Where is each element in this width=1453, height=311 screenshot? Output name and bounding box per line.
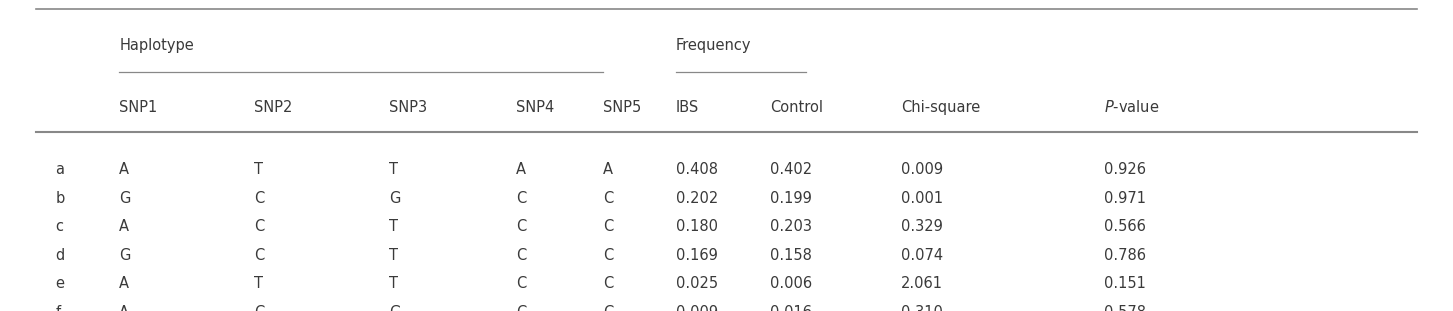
Text: C: C (603, 305, 613, 311)
Text: $\it{P}$-value: $\it{P}$-value (1104, 99, 1159, 115)
Text: G: G (119, 248, 131, 263)
Text: 0.203: 0.203 (770, 219, 812, 234)
Text: Control: Control (770, 100, 822, 115)
Text: Chi-square: Chi-square (901, 100, 981, 115)
Text: SNP5: SNP5 (603, 100, 641, 115)
Text: G: G (119, 191, 131, 206)
Text: 0.016: 0.016 (770, 305, 812, 311)
Text: f: f (55, 305, 61, 311)
Text: 0.202: 0.202 (676, 191, 718, 206)
Text: T: T (389, 248, 398, 263)
Text: 0.971: 0.971 (1104, 191, 1146, 206)
Text: 0.199: 0.199 (770, 191, 812, 206)
Text: SNP4: SNP4 (516, 100, 554, 115)
Text: C: C (254, 305, 264, 311)
Text: IBS: IBS (676, 100, 699, 115)
Text: T: T (254, 162, 263, 177)
Text: b: b (55, 191, 64, 206)
Text: C: C (254, 219, 264, 234)
Text: C: C (516, 276, 526, 291)
Text: A: A (119, 162, 129, 177)
Text: 0.566: 0.566 (1104, 219, 1146, 234)
Text: 0.009: 0.009 (676, 305, 718, 311)
Text: 0.578: 0.578 (1104, 305, 1146, 311)
Text: C: C (516, 191, 526, 206)
Text: c: c (55, 219, 64, 234)
Text: e: e (55, 276, 64, 291)
Text: 0.329: 0.329 (901, 219, 943, 234)
Text: 0.006: 0.006 (770, 276, 812, 291)
Text: 0.009: 0.009 (901, 162, 943, 177)
Text: 0.408: 0.408 (676, 162, 718, 177)
Text: A: A (119, 276, 129, 291)
Text: A: A (119, 219, 129, 234)
Text: G: G (389, 191, 401, 206)
Text: T: T (254, 276, 263, 291)
Text: SNP1: SNP1 (119, 100, 157, 115)
Text: T: T (389, 162, 398, 177)
Text: A: A (119, 305, 129, 311)
Text: A: A (516, 162, 526, 177)
Text: 2.061: 2.061 (901, 276, 943, 291)
Text: C: C (254, 191, 264, 206)
Text: d: d (55, 248, 64, 263)
Text: 0.001: 0.001 (901, 191, 943, 206)
Text: C: C (603, 248, 613, 263)
Text: a: a (55, 162, 64, 177)
Text: 0.151: 0.151 (1104, 276, 1146, 291)
Text: C: C (516, 305, 526, 311)
Text: C: C (603, 219, 613, 234)
Text: 0.310: 0.310 (901, 305, 943, 311)
Text: SNP2: SNP2 (254, 100, 292, 115)
Text: 0.926: 0.926 (1104, 162, 1146, 177)
Text: C: C (603, 191, 613, 206)
Text: Haplotype: Haplotype (119, 38, 193, 53)
Text: 0.180: 0.180 (676, 219, 718, 234)
Text: C: C (516, 219, 526, 234)
Text: 0.169: 0.169 (676, 248, 718, 263)
Text: T: T (389, 219, 398, 234)
Text: 0.025: 0.025 (676, 276, 718, 291)
Text: Frequency: Frequency (676, 38, 751, 53)
Text: 0.402: 0.402 (770, 162, 812, 177)
Text: C: C (603, 276, 613, 291)
Text: A: A (603, 162, 613, 177)
Text: SNP3: SNP3 (389, 100, 427, 115)
Text: 0.074: 0.074 (901, 248, 943, 263)
Text: C: C (254, 248, 264, 263)
Text: G: G (389, 305, 401, 311)
Text: T: T (389, 276, 398, 291)
Text: 0.158: 0.158 (770, 248, 812, 263)
Text: 0.786: 0.786 (1104, 248, 1146, 263)
Text: C: C (516, 248, 526, 263)
